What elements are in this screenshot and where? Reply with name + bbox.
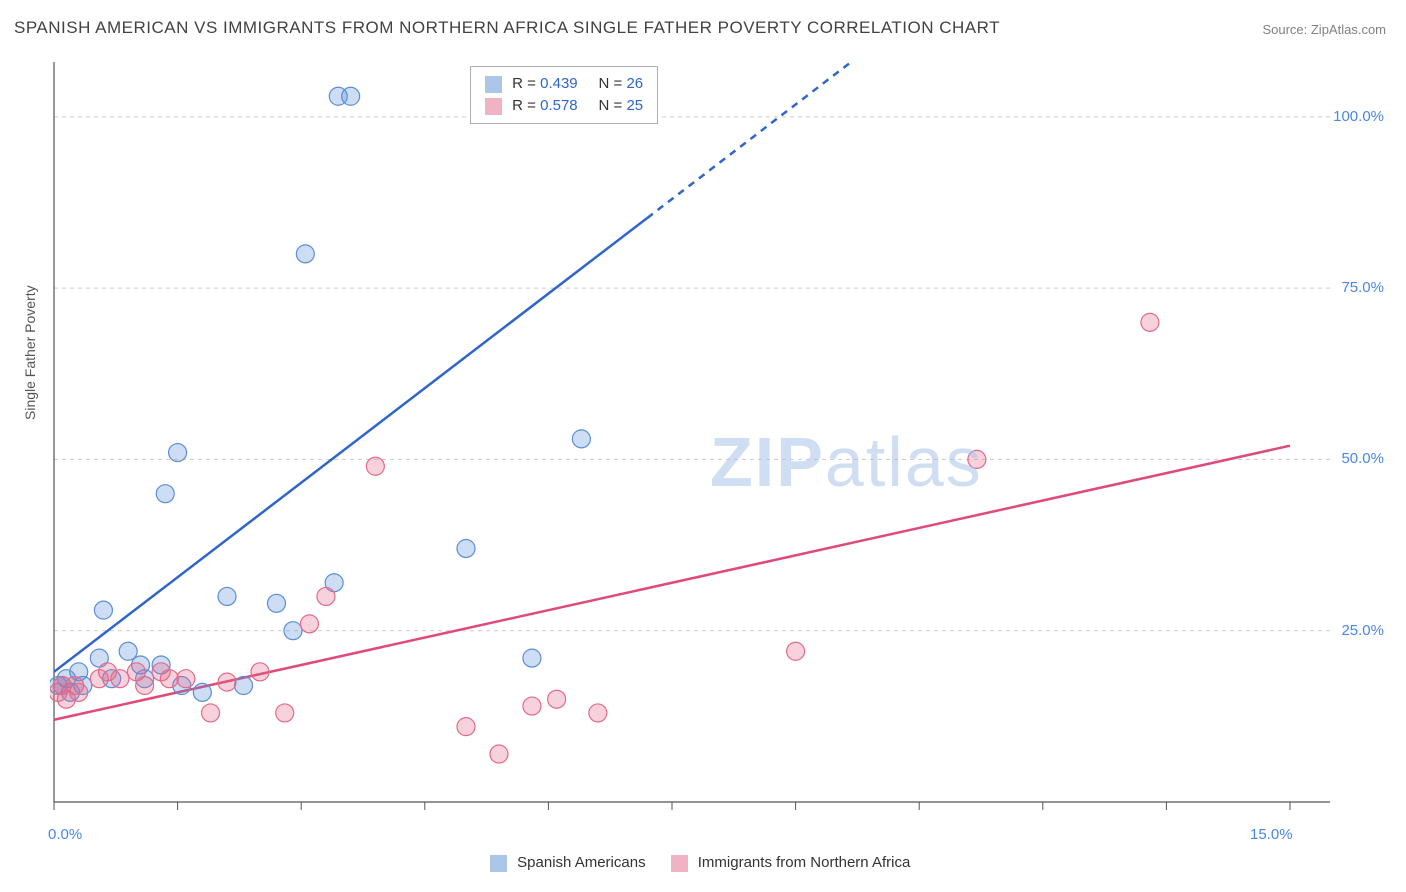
- source-label: Source: ZipAtlas.com: [1262, 22, 1386, 37]
- legend-swatch-nafrica: [671, 855, 688, 872]
- legend-label-spanish: Spanish Americans: [517, 854, 645, 871]
- scatter-svg: [50, 62, 1350, 832]
- plot-area: ZIPatlas: [50, 62, 1350, 832]
- y-tick-label: 75.0%: [1341, 279, 1384, 296]
- y-tick-label: 100.0%: [1333, 108, 1384, 125]
- r-value-nafrica: 0.578: [540, 97, 578, 114]
- x-tick-label: 0.0%: [48, 826, 82, 843]
- chart-title: SPANISH AMERICAN VS IMMIGRANTS FROM NORT…: [14, 18, 1000, 38]
- series-legend: Spanish Americans Immigrants from Northe…: [490, 854, 910, 872]
- stats-row-nafrica: R = 0.578 N = 25: [485, 95, 643, 117]
- legend-swatch-spanish: [490, 855, 507, 872]
- x-tick-label: 15.0%: [1250, 826, 1293, 843]
- legend-label-nafrica: Immigrants from Northern Africa: [698, 854, 911, 871]
- swatch-nafrica: [485, 98, 502, 115]
- y-axis-label: Single Father Poverty: [22, 285, 38, 420]
- y-tick-label: 50.0%: [1341, 450, 1384, 467]
- y-tick-label: 25.0%: [1341, 622, 1384, 639]
- stats-row-spanish: R = 0.439 N = 26: [485, 73, 643, 95]
- r-value-spanish: 0.439: [540, 75, 578, 92]
- n-value-nafrica: 25: [626, 97, 643, 114]
- n-value-spanish: 26: [626, 75, 643, 92]
- swatch-spanish: [485, 76, 502, 93]
- stats-legend: R = 0.439 N = 26 R = 0.578 N = 25: [470, 66, 658, 124]
